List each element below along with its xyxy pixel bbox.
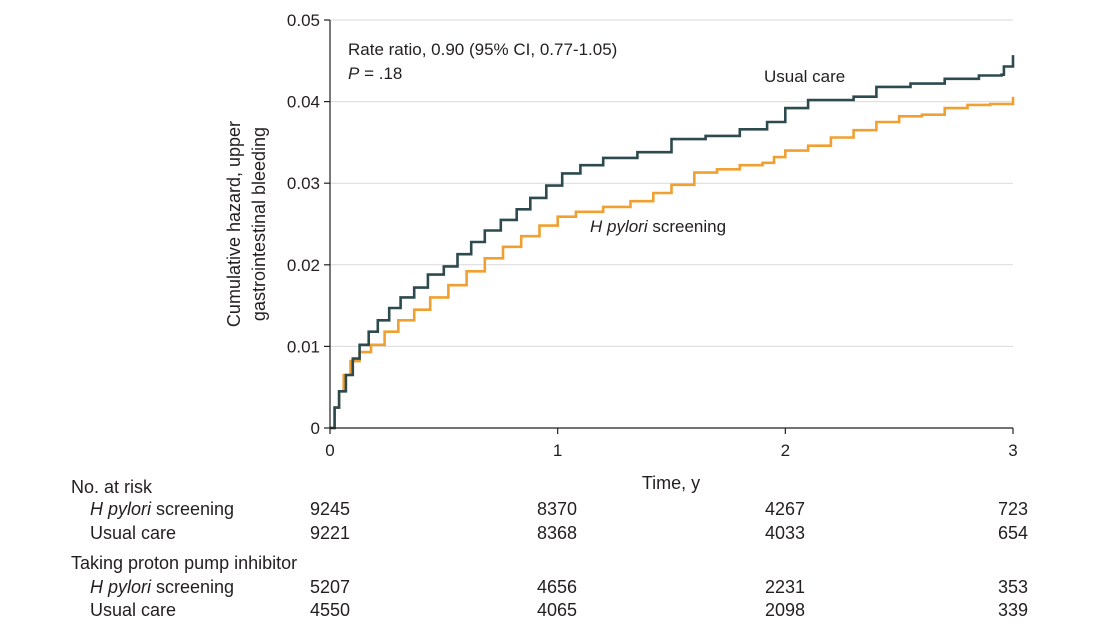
series-lines xyxy=(330,55,1015,430)
y-tick-label: 0.03 xyxy=(287,174,320,193)
risk-row-italic: H pylori xyxy=(90,499,152,519)
y-tick-label: 0.04 xyxy=(287,93,320,112)
tick-labels: 0 0.01 0.02 0.03 0.04 0.05 0 1 2 3 xyxy=(287,11,1018,460)
y-axis-title-line1: Cumulative hazard, upper xyxy=(224,121,244,327)
risk-row-label: Usual care xyxy=(90,522,176,544)
x-tick-label: 1 xyxy=(553,441,562,460)
x-tick-label: 0 xyxy=(325,441,334,460)
ppi-row-text: Usual care xyxy=(90,600,177,620)
annotation-line1: Rate ratio, 0.90 (95% CI, 0.77-1.05) xyxy=(348,40,617,59)
risk-row-text: screening xyxy=(151,499,235,519)
ppi-value: 5207 xyxy=(309,577,351,597)
y-axis-title-line2: gastrointestinal bleeding xyxy=(249,127,269,321)
y-tick-label: 0.02 xyxy=(287,256,320,275)
p-value: = .18 xyxy=(359,64,402,83)
risk-value: 723 xyxy=(997,499,1029,519)
p-italic: P xyxy=(348,64,360,83)
risk-value: 8370 xyxy=(536,499,578,519)
ppi-row-italic: H pylori xyxy=(90,577,152,597)
risk-value: 8368 xyxy=(536,523,578,543)
y-tick-label: 0.05 xyxy=(287,11,320,30)
risk-value: 9221 xyxy=(309,523,351,543)
series-label-usual-care: Usual care xyxy=(764,67,845,86)
annotation-line2: P = .18 xyxy=(348,64,402,83)
series-line-h-pylori-screening xyxy=(330,96,1015,430)
x-axis-title: Time, y xyxy=(642,473,700,493)
ppi-row-label: H pylori screening xyxy=(90,576,234,598)
ppi-value: 2098 xyxy=(764,600,806,620)
ppi-table-title: Taking proton pump inhibitor xyxy=(71,553,298,573)
ppi-value: 339 xyxy=(997,600,1029,620)
y-tick-label: 0 xyxy=(311,419,320,438)
ppi-value: 4065 xyxy=(536,600,578,620)
axes xyxy=(329,20,1013,429)
ppi-value: 4656 xyxy=(536,577,578,597)
risk-row-text: Usual care xyxy=(90,523,177,543)
h-pylori-screening: screening xyxy=(652,217,726,236)
gridlines xyxy=(330,19,1013,347)
ppi-row-text: screening xyxy=(151,577,235,597)
risk-value: 9245 xyxy=(309,499,351,519)
x-tick-label: 2 xyxy=(781,441,790,460)
ppi-value: 2231 xyxy=(764,577,806,597)
y-tick-label: 0.01 xyxy=(287,337,320,356)
risk-row-label: H pylori screening xyxy=(90,498,234,520)
risk-value: 4267 xyxy=(764,499,806,519)
cumulative-hazard-chart: 0 0.01 0.02 0.03 0.04 0.05 0 1 2 3 Rate ratio, 0.… xyxy=(224,11,1018,493)
risk-table: No. at risk H pylori screening 9245 8370… xyxy=(0,470,1103,630)
risk-value: 4033 xyxy=(764,523,806,543)
risk-table-title: No. at risk xyxy=(71,477,153,497)
ppi-value: 353 xyxy=(997,577,1029,597)
x-tick-label: 3 xyxy=(1008,441,1017,460)
ppi-row-label: Usual care xyxy=(90,599,176,621)
h-pylori-italic: H pylori xyxy=(590,217,649,236)
ppi-value: 4550 xyxy=(309,600,351,620)
risk-value: 654 xyxy=(997,523,1029,543)
series-label-h-pylori: H pylori screening xyxy=(590,217,726,236)
series-line-usual-care xyxy=(330,55,1015,430)
